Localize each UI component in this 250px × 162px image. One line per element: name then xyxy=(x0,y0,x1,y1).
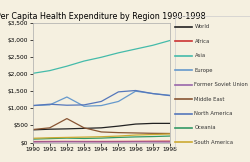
Middle East xyxy=(117,132,120,134)
Middle East xyxy=(100,131,103,133)
Oceania xyxy=(134,136,137,138)
Text: Asia: Asia xyxy=(194,53,205,58)
Line: Asia: Asia xyxy=(32,40,170,73)
Former Soviet Union xyxy=(168,141,172,143)
Europe xyxy=(66,96,68,98)
Line: Middle East: Middle East xyxy=(32,119,170,133)
Europe xyxy=(100,105,103,107)
Former Soviet Union xyxy=(31,141,34,143)
World xyxy=(151,122,154,124)
Middle East xyxy=(168,133,172,134)
Text: Oceania: Oceania xyxy=(194,125,216,130)
Middle East xyxy=(82,127,86,129)
North America xyxy=(31,105,34,107)
South America xyxy=(31,137,34,139)
Former Soviet Union xyxy=(134,141,137,143)
Oceania xyxy=(48,138,51,140)
Line: Oceania: Oceania xyxy=(32,136,170,139)
Oceania xyxy=(117,136,120,138)
South America xyxy=(134,134,137,136)
North America xyxy=(66,104,68,106)
Line: North America: North America xyxy=(32,91,170,106)
Europe xyxy=(134,90,137,92)
Asia xyxy=(31,72,34,74)
World xyxy=(48,128,51,130)
North America xyxy=(82,104,86,106)
World xyxy=(66,128,68,130)
Former Soviet Union xyxy=(82,141,86,143)
Former Soviet Union xyxy=(117,141,120,143)
Former Soviet Union xyxy=(66,141,68,143)
Asia xyxy=(168,40,172,41)
South America xyxy=(48,137,51,139)
North America xyxy=(151,93,154,95)
Asia xyxy=(82,60,86,62)
North America xyxy=(117,91,120,93)
South America xyxy=(66,136,68,138)
Asia xyxy=(100,56,103,58)
Europe xyxy=(117,100,120,102)
Text: Africa: Africa xyxy=(194,39,210,44)
Europe xyxy=(151,93,154,95)
Line: World: World xyxy=(32,123,170,130)
Title: Per Capita Health Expenditure by Region 1990-1998: Per Capita Health Expenditure by Region … xyxy=(0,12,206,21)
Former Soviet Union xyxy=(100,141,103,143)
North America xyxy=(48,103,51,105)
Text: Former Soviet Union: Former Soviet Union xyxy=(194,82,248,87)
World xyxy=(168,122,172,124)
Africa xyxy=(48,140,51,142)
Text: Middle East: Middle East xyxy=(194,97,225,102)
Text: World: World xyxy=(194,24,210,29)
Text: South America: South America xyxy=(194,140,234,145)
Asia xyxy=(117,52,120,54)
South America xyxy=(151,133,154,135)
Middle East xyxy=(134,132,137,134)
Middle East xyxy=(48,127,51,129)
Oceania xyxy=(100,137,103,139)
Middle East xyxy=(151,132,154,134)
World xyxy=(134,123,137,125)
World xyxy=(31,129,34,131)
North America xyxy=(100,100,103,102)
Oceania xyxy=(66,137,68,139)
Oceania xyxy=(82,138,86,139)
Line: Africa: Africa xyxy=(32,141,170,142)
Former Soviet Union xyxy=(151,141,154,143)
Europe xyxy=(82,105,86,107)
Former Soviet Union xyxy=(48,141,51,143)
South America xyxy=(82,136,86,138)
Asia xyxy=(134,48,137,50)
Africa xyxy=(100,140,103,142)
Africa xyxy=(151,140,154,142)
Oceania xyxy=(151,136,154,138)
Oceania xyxy=(168,135,172,137)
Europe xyxy=(48,104,51,106)
South America xyxy=(100,136,103,138)
Africa xyxy=(82,140,86,142)
Text: Europe: Europe xyxy=(194,68,213,73)
Europe xyxy=(31,105,34,107)
North America xyxy=(134,90,137,92)
North America xyxy=(168,95,172,97)
Middle East xyxy=(31,129,34,131)
Oceania xyxy=(31,138,34,140)
World xyxy=(117,125,120,127)
Middle East xyxy=(66,118,68,120)
Asia xyxy=(66,65,68,67)
Africa xyxy=(117,140,120,142)
South America xyxy=(168,133,172,135)
Africa xyxy=(66,140,68,142)
World xyxy=(100,127,103,129)
World xyxy=(82,127,86,129)
Text: North America: North America xyxy=(194,111,233,116)
Europe xyxy=(168,94,172,96)
Line: South America: South America xyxy=(32,134,170,138)
Asia xyxy=(48,70,51,72)
Line: Europe: Europe xyxy=(32,91,170,106)
Asia xyxy=(151,44,154,46)
Africa xyxy=(31,141,34,143)
South America xyxy=(117,135,120,137)
Africa xyxy=(168,140,172,142)
Africa xyxy=(134,140,137,142)
